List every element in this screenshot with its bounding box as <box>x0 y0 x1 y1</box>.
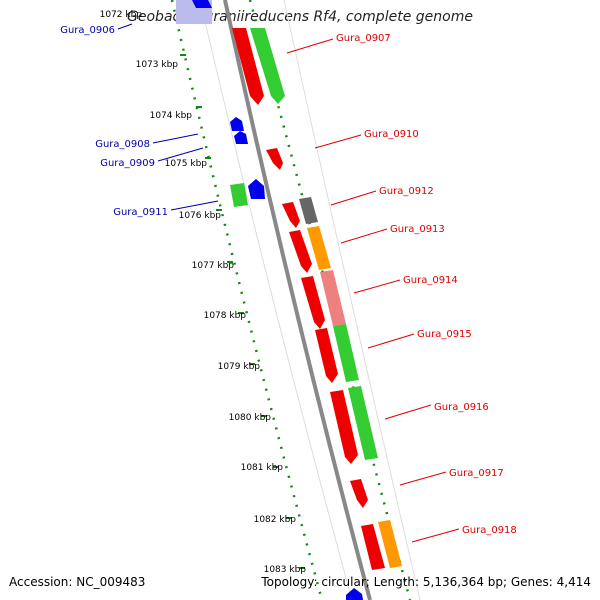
label-gura-0910[interactable]: Gura_0910 <box>364 129 419 140</box>
accession-label: Accession: NC_009483 <box>9 575 146 589</box>
gene-gura-0918-feature[interactable] <box>378 520 402 568</box>
gene-gura-0910[interactable] <box>266 148 283 170</box>
leader-line-gura-0911 <box>170 200 219 211</box>
tick-label-1076: 1076 kbp <box>179 211 222 221</box>
leader-line-gura-0907 <box>286 38 334 54</box>
tick-label-1075: 1075 kbp <box>165 159 208 169</box>
label-gura-0906[interactable]: Gura_0906 <box>60 25 115 36</box>
gene-gura-0918-cds[interactable] <box>361 524 385 570</box>
leader-line-gura-0917 <box>399 471 447 486</box>
label-gura-0912[interactable]: Gura_0912 <box>379 186 434 197</box>
tick-label-1073: 1073 kbp <box>136 60 179 70</box>
label-gura-0908[interactable]: Gura_0908 <box>95 139 150 150</box>
label-gura-0909[interactable]: Gura_0909 <box>100 158 155 169</box>
gene-gura-0913-feature[interactable] <box>307 226 331 270</box>
leader-line-gura-0918 <box>411 528 460 543</box>
leader-line-gura-0912 <box>330 190 377 206</box>
track-outline-inner <box>283 0 421 600</box>
gene-gura-0907-cds[interactable] <box>232 28 264 105</box>
genome-summary: Topology: circular; Length: 5,136,364 bp… <box>261 575 591 589</box>
tick-label-1077: 1077 kbp <box>192 261 235 271</box>
gene-gura-0913-cds[interactable] <box>289 230 312 273</box>
tick-marks <box>180 54 305 569</box>
leader-line-gura-0910 <box>314 134 362 149</box>
leader-line-gura-0909 <box>157 147 204 162</box>
track-outline-outer <box>199 0 353 600</box>
label-gura-0913[interactable]: Gura_0913 <box>390 224 445 235</box>
label-gura-0914[interactable]: Gura_0914 <box>403 275 458 286</box>
label-gura-0918[interactable]: Gura_0918 <box>462 525 517 536</box>
tick-label-1083: 1083 kbp <box>264 565 307 575</box>
tick-label-1079: 1079 kbp <box>218 362 261 372</box>
label-gura-0907[interactable]: Gura_0907 <box>336 33 391 44</box>
gene-gura-0909[interactable] <box>234 131 248 144</box>
gene-gura-0911-feature[interactable] <box>230 183 248 207</box>
gene-gura-0916-cds[interactable] <box>330 390 358 464</box>
gene-gura-0916-feature[interactable] <box>348 386 378 460</box>
label-gura-0917[interactable]: Gura_0917 <box>449 468 504 479</box>
genome-title: Geobacter uraniireducens Rf4, complete g… <box>127 9 473 25</box>
gene-gura-0906-bar[interactable] <box>192 0 212 8</box>
gene-gura-0908[interactable] <box>230 117 244 131</box>
reverse-strand-features <box>176 0 363 600</box>
gene-gura-0914-feature[interactable] <box>320 270 346 326</box>
gene-gura-0911-cds[interactable] <box>248 179 265 199</box>
genome-backbone <box>223 0 372 600</box>
tick-label-1081: 1081 kbp <box>241 463 284 473</box>
forward-strand-features <box>232 28 402 570</box>
gene-bottom-blue[interactable] <box>346 588 363 600</box>
tick-label-top: 1072 kbp <box>100 10 143 20</box>
tick-label-1074: 1074 kbp <box>150 111 193 121</box>
label-gura-0911[interactable]: Gura_0911 <box>113 207 168 218</box>
gene-gura-0917[interactable] <box>350 479 368 508</box>
leader-line-gura-0913 <box>340 228 388 244</box>
label-gura-0916[interactable]: Gura_0916 <box>434 402 489 413</box>
dotted-ring-left <box>170 0 324 600</box>
gene-gura-0912-feature[interactable] <box>299 197 318 224</box>
leader-line-gura-0906 <box>117 23 133 30</box>
gene-gura-0914-cds[interactable] <box>301 276 325 329</box>
leader-line-gura-0908 <box>152 133 199 144</box>
gene-gura-0915-cds[interactable] <box>315 328 338 383</box>
leader-line-gura-0916 <box>384 404 432 420</box>
label-gura-0915[interactable]: Gura_0915 <box>417 329 472 340</box>
gene-gura-0907-feature[interactable] <box>250 28 285 104</box>
tick-label-1082: 1082 kbp <box>254 515 297 525</box>
tick-label-1080: 1080 kbp <box>229 413 272 423</box>
tick-label-1078: 1078 kbp <box>204 311 247 321</box>
gene-gura-0912-cds[interactable] <box>282 202 300 228</box>
leader-line-gura-0915 <box>367 333 415 349</box>
leader-line-gura-0914 <box>353 279 401 294</box>
gene-gura-0915-feature[interactable] <box>333 324 359 382</box>
